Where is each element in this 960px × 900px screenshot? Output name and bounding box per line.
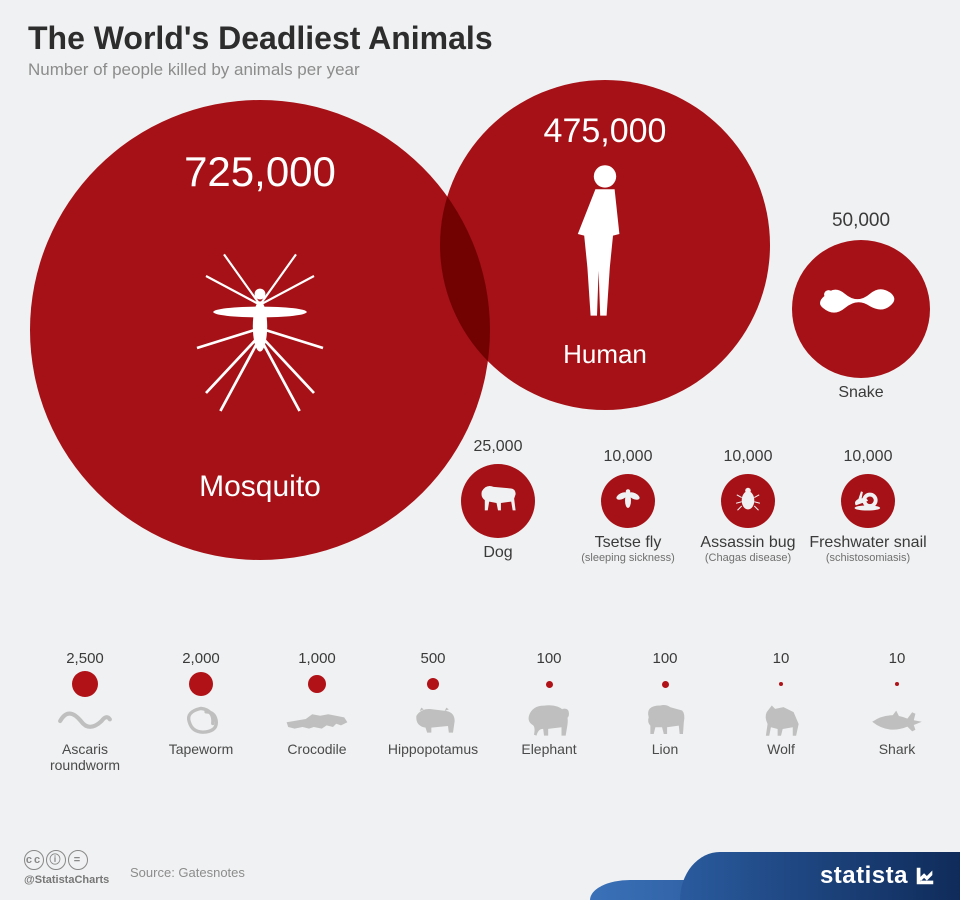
- dot: [662, 681, 669, 688]
- value-freshwater-snail: 10,000: [813, 448, 923, 468]
- name-text: Hippopotamus: [378, 741, 488, 757]
- dog-icon: [476, 481, 520, 522]
- brand-mark-icon: [914, 865, 936, 887]
- bubble-assassin-bug: [721, 474, 775, 528]
- name-dog: Dog: [438, 544, 558, 562]
- name-text: Snake: [772, 384, 950, 402]
- value-text: 10: [726, 650, 836, 667]
- worm2-icon: [146, 701, 256, 741]
- cc-icons: ccⓘ=: [24, 847, 90, 870]
- source-text: Source: Gatesnotes: [130, 865, 245, 880]
- name-snake: Snake: [772, 384, 950, 402]
- elephant-icon: [494, 701, 604, 741]
- bubble-freshwater-snail: [841, 474, 895, 528]
- sub-text: (sleeping sickness): [568, 552, 688, 564]
- value-assassin-bug: 10,000: [693, 448, 803, 468]
- small-ascaris-roundworm: 2,500 Ascaris roundworm: [30, 650, 140, 773]
- name-text: Tsetse fly: [568, 534, 688, 552]
- name-text: Ascaris roundworm: [30, 741, 140, 773]
- value-text: 25,000: [443, 438, 553, 456]
- value-text: 10: [842, 650, 952, 667]
- value-text: 10,000: [693, 448, 803, 466]
- snail-icon: [852, 485, 884, 518]
- lion-icon: [610, 701, 720, 741]
- dot: [546, 681, 553, 688]
- dot: [895, 682, 899, 686]
- bubble-tsetse-fly: [601, 474, 655, 528]
- name-tsetse-fly: Tsetse fly(sleeping sickness): [568, 534, 688, 564]
- footer: ccⓘ= @StatistaCharts Source: Gatesnotes …: [0, 842, 960, 900]
- name-text: Tapeworm: [146, 741, 256, 757]
- name-text: Dog: [438, 544, 558, 562]
- brand-name: statista: [820, 862, 908, 890]
- small-shark: 10 Shark: [842, 650, 952, 757]
- fly-icon: [613, 484, 643, 519]
- label-snake: 50,000: [772, 210, 950, 234]
- dot: [308, 675, 326, 693]
- small-hippopotamus: 500 Hippopotamus: [378, 650, 488, 757]
- brand-logo: statista: [820, 862, 936, 890]
- name-assassin-bug: Assassin bug(Chagas disease): [688, 534, 808, 564]
- bubble-human: [440, 80, 770, 410]
- snake-icon: [792, 240, 930, 378]
- value-text: 2,500: [30, 650, 140, 667]
- dot: [427, 678, 439, 690]
- value-text: 10,000: [813, 448, 923, 466]
- value-text: 500: [378, 650, 488, 667]
- chart-subtitle: Number of people killed by animals per y…: [28, 60, 360, 80]
- value-tsetse-fly: 10,000: [573, 448, 683, 468]
- small-wolf: 10 Wolf: [726, 650, 836, 757]
- name-text: Assassin bug: [688, 534, 808, 552]
- small-lion: 100 Lion: [610, 650, 720, 757]
- value-text: 10,000: [573, 448, 683, 466]
- name-freshwater-snail: Freshwater snail(schistosomiasis): [808, 534, 928, 564]
- sub-text: (schistosomiasis): [808, 552, 928, 564]
- dot: [779, 682, 783, 686]
- dot: [189, 672, 213, 696]
- twitter-handle: @StatistaCharts: [24, 874, 109, 886]
- chart-title: The World's Deadliest Animals: [28, 20, 493, 57]
- name-text: Crocodile: [262, 741, 372, 757]
- wolf-icon: [726, 701, 836, 741]
- bubble-dog: [461, 464, 535, 538]
- sub-text: (Chagas disease): [688, 552, 808, 564]
- value-dog: 25,000: [443, 438, 553, 458]
- croc-icon: [262, 701, 372, 741]
- shark-icon: [842, 701, 952, 741]
- value-text: 100: [610, 650, 720, 667]
- small-tapeworm: 2,000 Tapeworm: [146, 650, 256, 757]
- value-text: 1,000: [262, 650, 372, 667]
- name-text: Shark: [842, 741, 952, 757]
- name-text: Lion: [610, 741, 720, 757]
- small-elephant: 100 Elephant: [494, 650, 604, 757]
- bubble-mosquito: [30, 100, 490, 560]
- small-crocodile: 1,000 Crocodile: [262, 650, 372, 757]
- worm1-icon: [30, 701, 140, 741]
- bug-icon: [734, 485, 762, 518]
- dot: [72, 671, 98, 697]
- value-text: 100: [494, 650, 604, 667]
- name-text: Wolf: [726, 741, 836, 757]
- value-text: 50,000: [772, 210, 950, 232]
- value-text: 2,000: [146, 650, 256, 667]
- name-text: Elephant: [494, 741, 604, 757]
- hippo-icon: [378, 701, 488, 741]
- name-text: Freshwater snail: [808, 534, 928, 552]
